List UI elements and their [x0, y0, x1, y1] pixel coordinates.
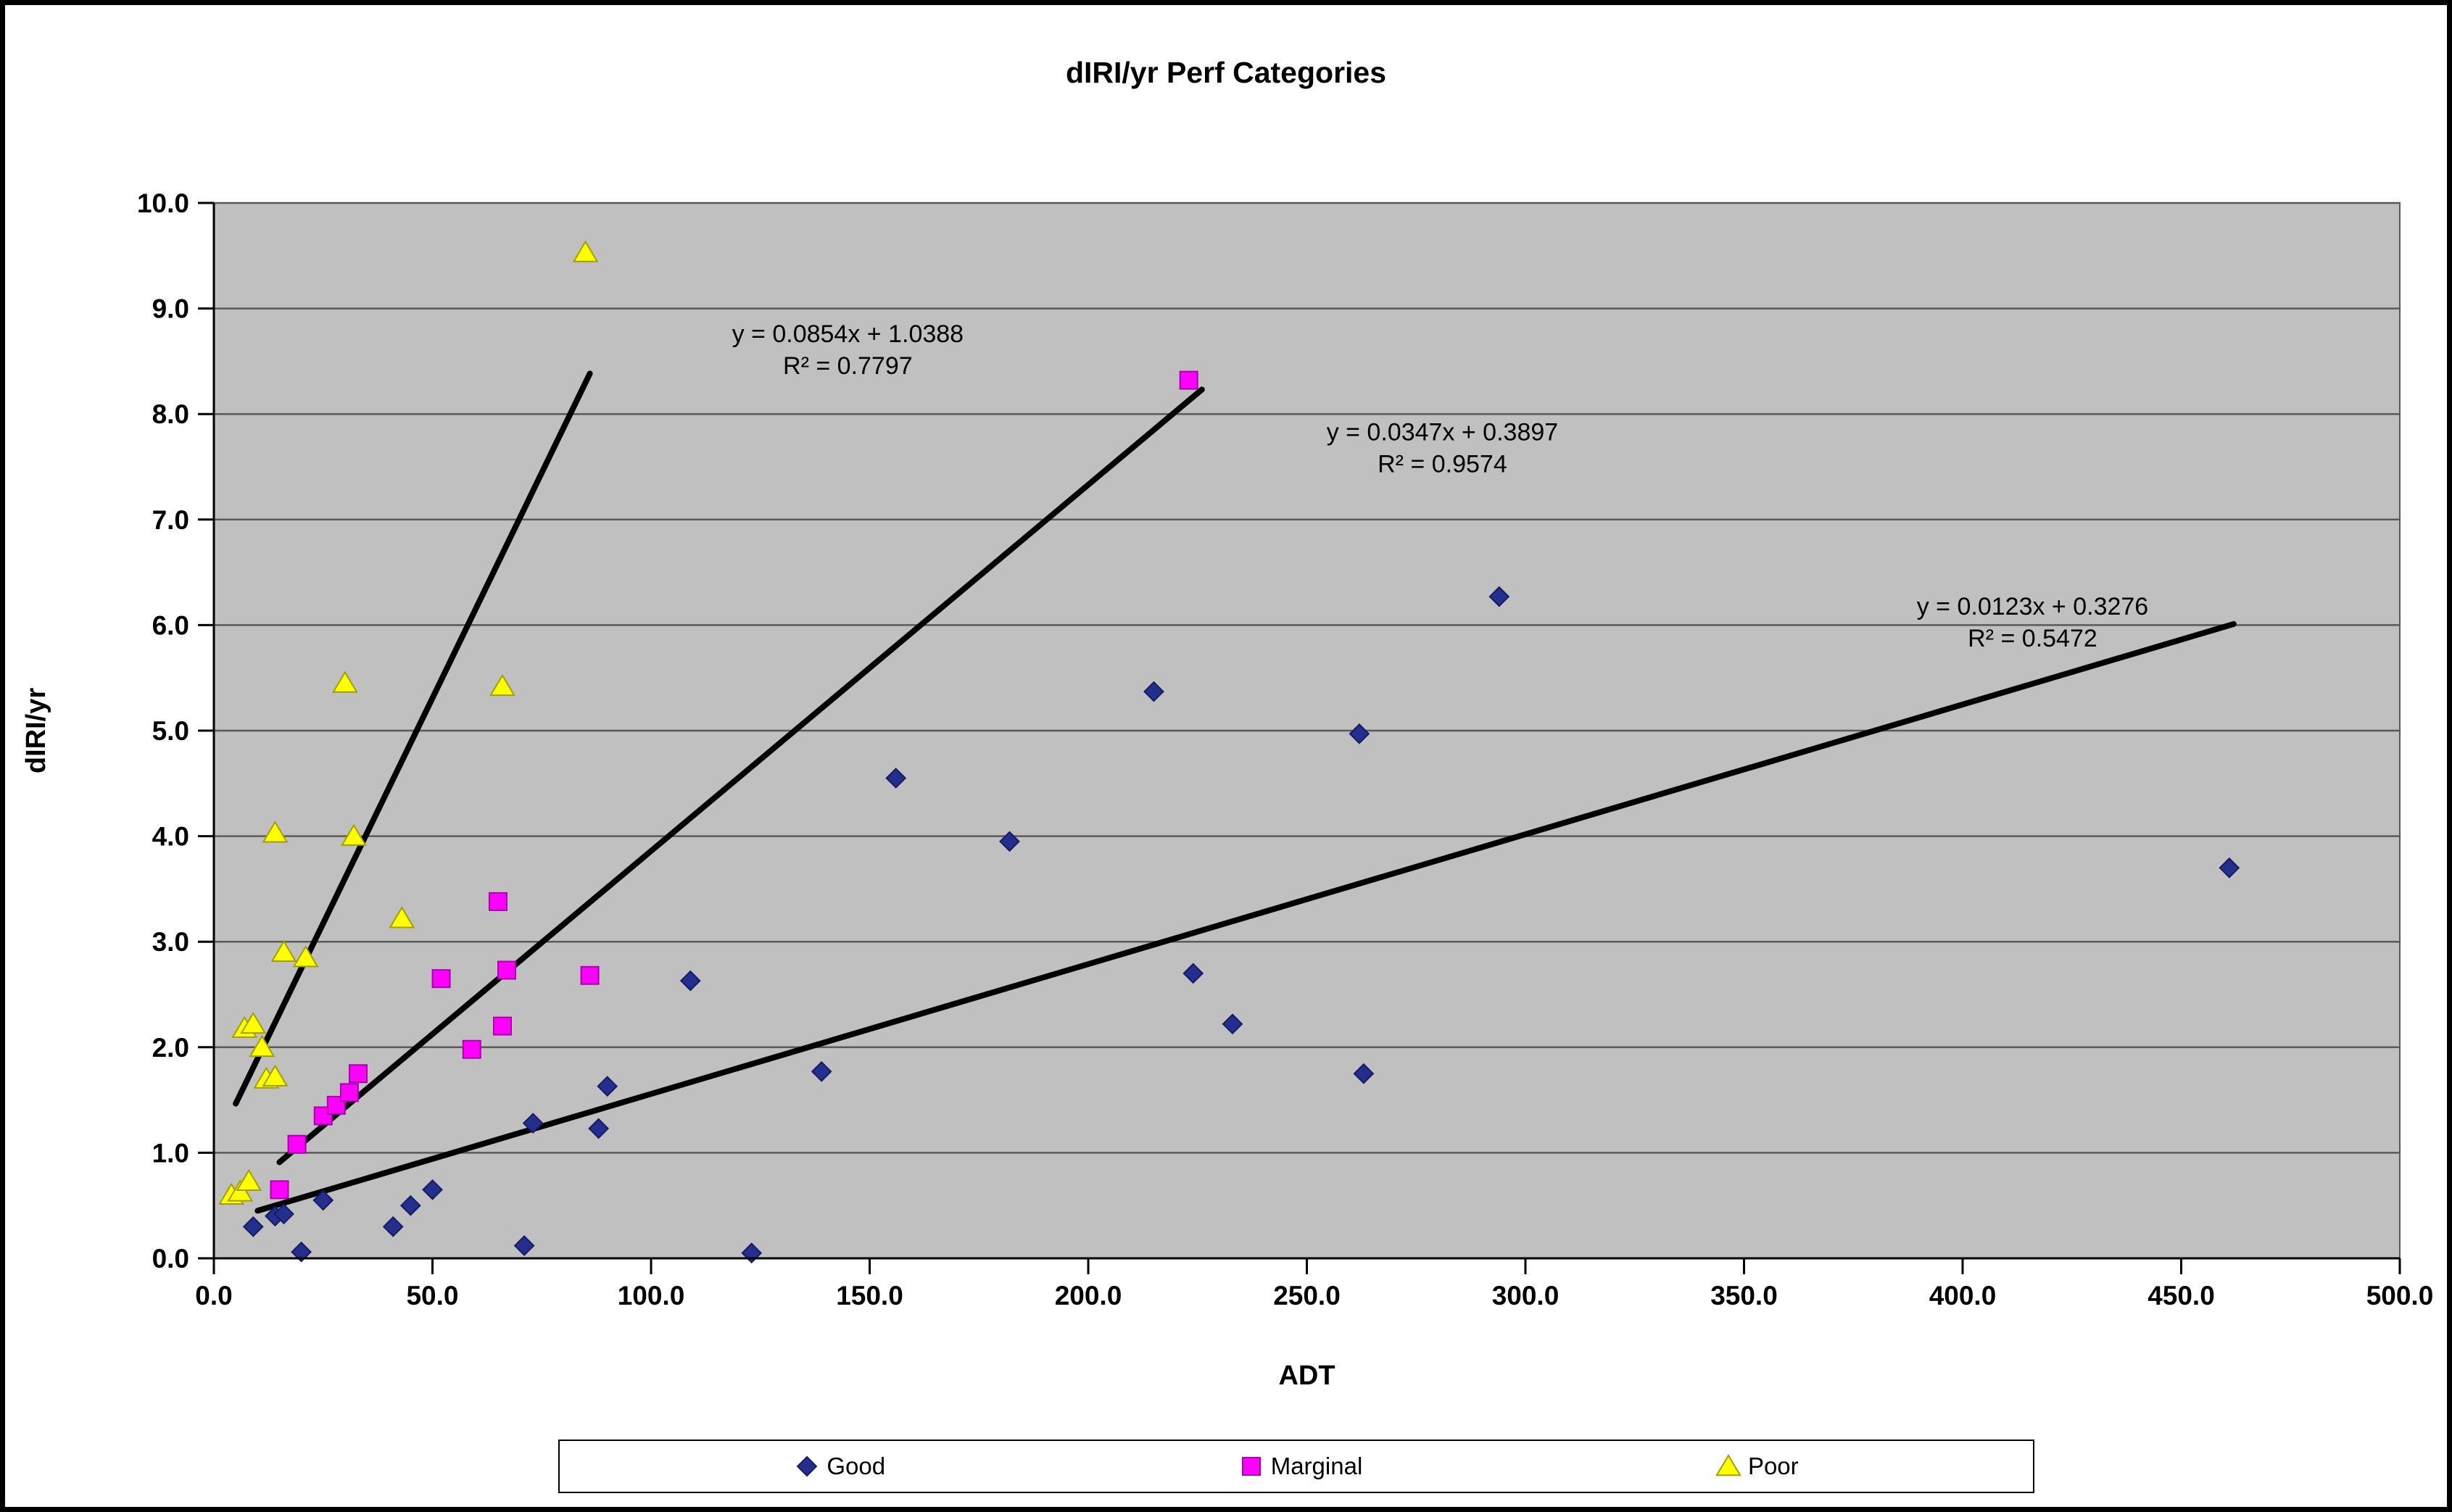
poor-point — [292, 945, 319, 968]
legend-label: Poor — [1747, 1453, 1799, 1479]
triangle-legend-marker-icon — [1715, 1454, 1741, 1476]
good-point — [1488, 586, 1510, 607]
poor-point — [489, 673, 515, 697]
y-tick-label: 0.0 — [152, 1244, 189, 1274]
poor-point — [240, 1011, 267, 1034]
poor-point — [262, 821, 289, 843]
poor-point — [389, 906, 415, 929]
y-tick-label: 10.0 — [137, 188, 189, 218]
good-point — [588, 1118, 610, 1139]
y-tick-label: 9.0 — [152, 294, 189, 324]
marginal-point — [287, 1134, 307, 1154]
good-point — [885, 768, 907, 789]
x-tick-label: 350.0 — [1710, 1281, 1778, 1310]
chart-title: dIRI/yr Perf Categories — [1065, 56, 1387, 89]
scatter-plot: y = 0.0854x + 1.0388 R² = 0.7797 y = 0.034… — [21, 188, 2434, 1391]
good-point — [999, 831, 1020, 852]
good-point — [273, 1203, 294, 1225]
x-axis-title: ADT — [1278, 1361, 1335, 1391]
y-axis-title: dIRI/yr — [21, 688, 51, 773]
poor-point — [341, 823, 367, 846]
marginal-point — [431, 969, 451, 989]
y-tick-label: 4.0 — [152, 822, 189, 852]
legend-item-poor: Poor — [1715, 1453, 1799, 1480]
good-point — [422, 1179, 443, 1200]
good-point — [1349, 723, 1370, 744]
good-point — [1353, 1063, 1375, 1084]
good-point — [1222, 1013, 1243, 1035]
marginal-point — [1179, 370, 1198, 390]
poor-point — [331, 670, 358, 693]
y-tick-label: 8.0 — [152, 399, 189, 429]
good-point — [382, 1216, 404, 1237]
y-tick-label: 5.0 — [152, 716, 189, 746]
trendline-marginal — [276, 386, 1205, 1166]
good-point — [291, 1241, 312, 1263]
square-legend-marker-icon — [1241, 1457, 1261, 1476]
good-point — [399, 1195, 421, 1216]
legend-label: Marginal — [1270, 1453, 1363, 1479]
y-tick-label: 3.0 — [152, 927, 189, 957]
good-point — [811, 1060, 832, 1082]
trendline-good — [254, 620, 2237, 1214]
poor-point — [262, 1064, 289, 1087]
marginal-point — [488, 892, 508, 911]
y-tick-label: 1.0 — [152, 1138, 189, 1168]
y-tick-label: 6.0 — [152, 610, 189, 640]
trendline-poor — [233, 370, 593, 1107]
x-tick-label: 500.0 — [2366, 1281, 2434, 1310]
y-tick-label: 7.0 — [152, 505, 189, 535]
x-tick-label: 300.0 — [1492, 1281, 1560, 1310]
legend-item-good: Good — [794, 1453, 885, 1480]
good-point — [522, 1113, 544, 1134]
legend-label: Good — [827, 1453, 886, 1479]
trendline-equation: y = 0.0123x + 0.3276 R² = 0.5472 — [1917, 593, 2148, 652]
legend-item-marginal: Marginal — [1238, 1453, 1363, 1480]
x-tick-label: 450.0 — [2147, 1281, 2215, 1310]
poor-point — [572, 240, 599, 262]
poor-point — [236, 1168, 262, 1192]
y-tick-label: 2.0 — [152, 1033, 189, 1063]
good-point — [1182, 963, 1204, 984]
good-point — [513, 1235, 535, 1256]
trendline-equation: y = 0.0854x + 1.0388 R² = 0.7797 — [732, 320, 964, 380]
poor-point — [270, 939, 297, 963]
marginal-point — [270, 1180, 289, 1200]
marginal-point — [492, 1016, 512, 1036]
x-tick-label: 150.0 — [836, 1281, 903, 1310]
diamond-legend-marker-icon — [796, 1455, 818, 1477]
x-tick-label: 0.0 — [195, 1281, 232, 1310]
x-tick-label: 250.0 — [1273, 1281, 1341, 1310]
marginal-point — [348, 1064, 368, 1084]
good-point — [242, 1216, 264, 1237]
x-tick-label: 400.0 — [1929, 1281, 1997, 1310]
marginal-point — [497, 960, 517, 980]
marginal-point — [339, 1083, 359, 1102]
marginal-point — [580, 965, 600, 985]
good-point — [597, 1076, 618, 1097]
poor-point — [249, 1034, 276, 1058]
good-point — [312, 1189, 334, 1211]
x-tick-label: 200.0 — [1055, 1281, 1122, 1310]
chart-legend: Good Marginal Poor — [558, 1440, 2034, 1493]
good-point — [1143, 681, 1164, 702]
good-point — [2219, 857, 2240, 878]
trendline-equation: y = 0.0347x + 0.3897 R² = 0.9574 — [1327, 419, 1558, 478]
x-tick-label: 50.0 — [406, 1281, 458, 1310]
marginal-point — [462, 1039, 481, 1059]
good-point — [679, 970, 701, 992]
x-tick-label: 100.0 — [618, 1281, 685, 1310]
